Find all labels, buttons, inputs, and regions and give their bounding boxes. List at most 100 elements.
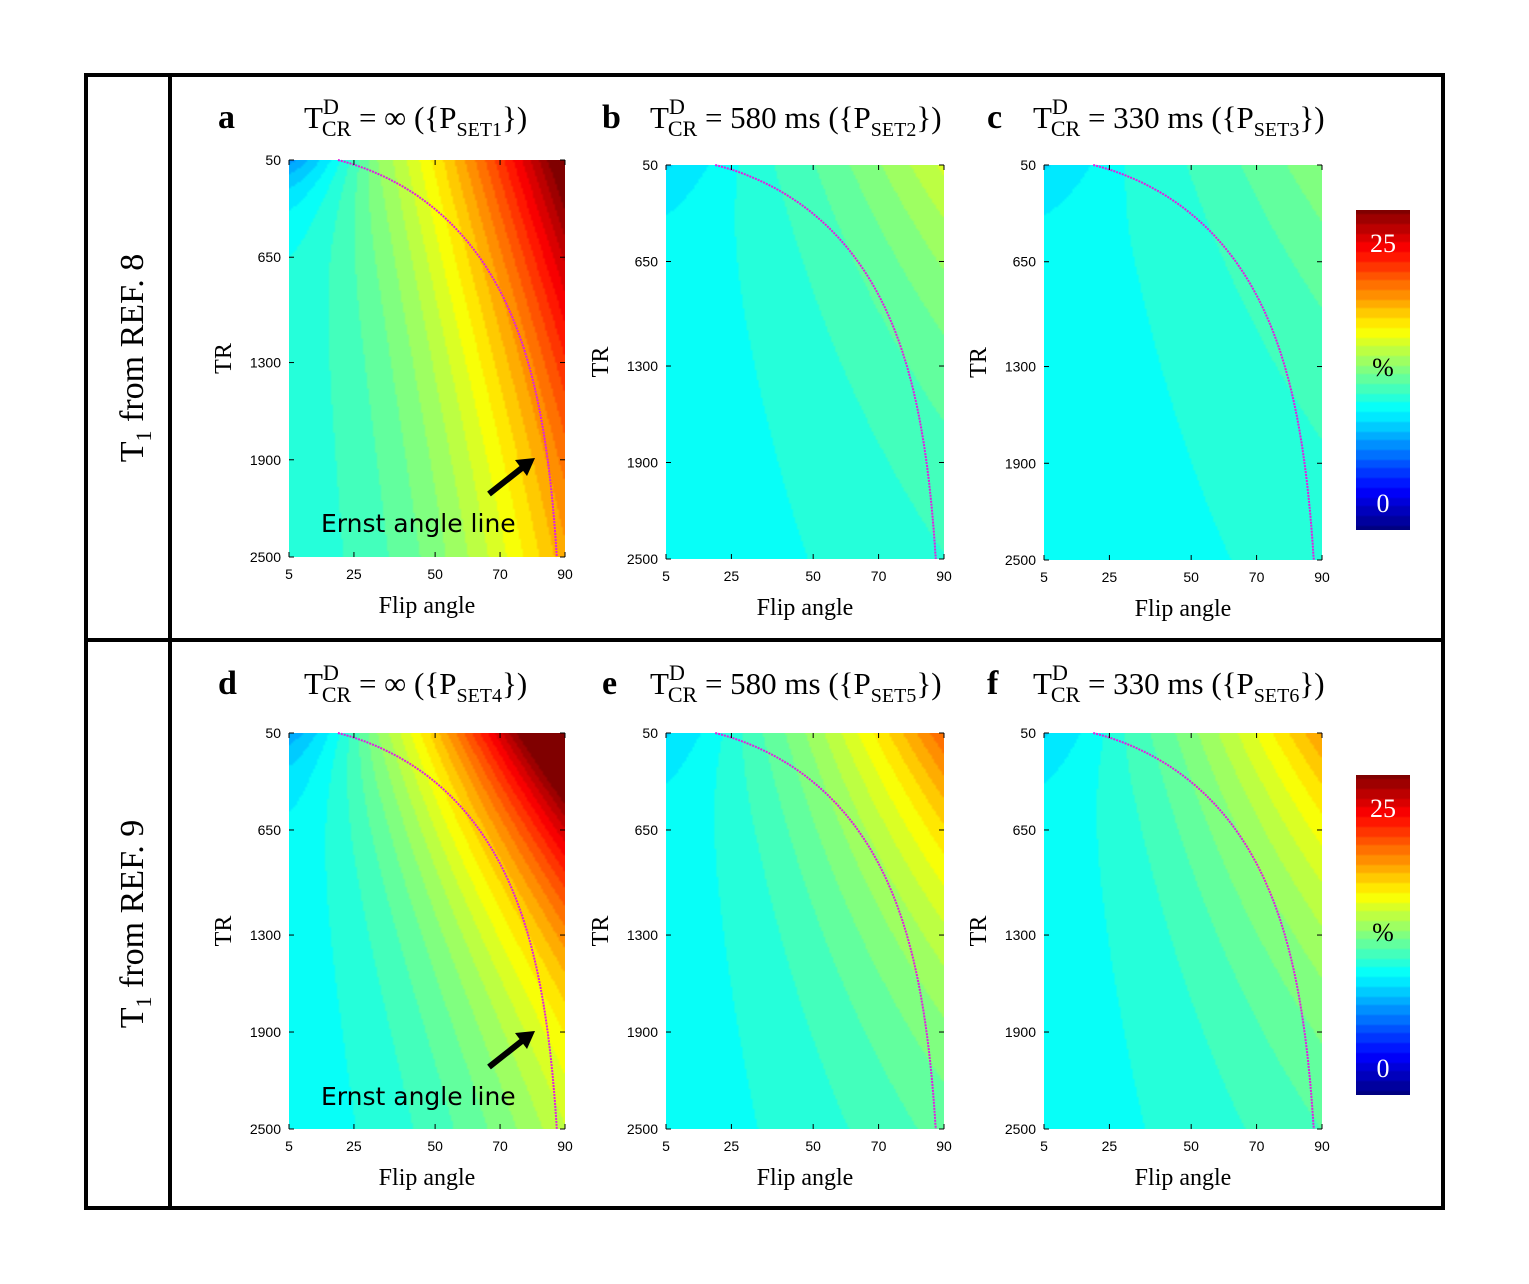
x-tick-label: 70 — [1249, 569, 1265, 585]
x-axis-label: Flip angle — [379, 1165, 476, 1191]
y-tick-label: 2500 — [250, 549, 281, 565]
x-tick-label: 50 — [805, 1138, 821, 1154]
x-tick-label: 90 — [936, 1138, 952, 1154]
y-tick-label: 650 — [258, 822, 282, 838]
y-axis-label: TR — [966, 916, 992, 947]
y-tick-label: 650 — [258, 249, 282, 265]
y-tick-label: 50 — [1020, 157, 1036, 173]
x-tick-label: 5 — [285, 566, 293, 582]
panel-b: b TD CR = 580 ms ({PSET2}) 5 25 50 70 90 50 650 13… — [588, 94, 952, 621]
colorbar-unit-label: % — [1372, 918, 1394, 947]
panel-d: d TD CR = ∞ ({PSET4}) 5 25 50 70 90 50 650 1300 190… — [211, 660, 573, 1191]
y-tick-label: 1900 — [250, 452, 281, 468]
panel-letter: e — [602, 665, 617, 702]
annotation-arrow-shaft — [487, 461, 529, 497]
y-tick-label: 1300 — [250, 927, 281, 943]
y-tick-label: 1900 — [1005, 1024, 1036, 1040]
x-tick-label: 90 — [557, 566, 573, 582]
panel-f: f TD CR = 330 ms ({PSET6}) 5 25 50 70 90 50 650 13… — [966, 660, 1330, 1191]
heatmap-image — [1044, 165, 1322, 560]
panel-title: TD CR = ∞ ({PSET4}) — [304, 660, 527, 707]
heatmap-image — [289, 160, 565, 557]
x-axis-label: Flip angle — [1135, 596, 1232, 622]
y-tick-label: 650 — [635, 822, 659, 838]
panel-letter: a — [218, 99, 235, 136]
x-tick-label: 50 — [1183, 1138, 1199, 1154]
colorbar-2: 25% 0 — [1356, 775, 1410, 1095]
y-axis-label: TR — [211, 916, 237, 947]
y-tick-label: 50 — [265, 725, 281, 741]
x-tick-label: 25 — [1102, 1138, 1118, 1154]
row-label-2: T1 from REF. 9 — [114, 820, 156, 1029]
y-tick-label: 2500 — [627, 551, 658, 567]
x-axis-label: Flip angle — [379, 593, 476, 619]
panel-title: TD CR = 580 ms ({PSET2}) — [650, 94, 942, 141]
y-tick-label: 1900 — [250, 1024, 281, 1040]
x-tick-label: 5 — [1040, 1138, 1048, 1154]
colorbar-1: 25% 0 — [1356, 210, 1410, 530]
x-tick-label: 50 — [427, 1138, 443, 1154]
y-tick-label: 1300 — [627, 358, 658, 374]
x-axis-label: Flip angle — [757, 595, 854, 621]
x-tick-label: 5 — [1040, 569, 1048, 585]
x-tick-label: 90 — [1314, 1138, 1330, 1154]
y-tick-label: 1300 — [1005, 927, 1036, 943]
x-tick-label: 5 — [662, 1138, 670, 1154]
colorbar-min-label: 0 — [1377, 1054, 1390, 1083]
y-axis-label: TR — [588, 347, 614, 378]
x-tick-label: 25 — [346, 566, 362, 582]
y-tick-label: 2500 — [1005, 552, 1036, 568]
colorbar-max-label: 25 — [1370, 229, 1396, 258]
ernst-angle-line — [714, 164, 937, 560]
panels-group: a TD CR = ∞ ({PSET1}) 5 25 50 70 90 50 650 1300 190… — [211, 94, 1330, 1191]
y-tick-label: 1300 — [627, 927, 658, 943]
x-tick-label: 50 — [805, 568, 821, 584]
y-tick-label: 1900 — [627, 455, 658, 471]
annotation-arrow-head — [515, 458, 535, 476]
y-tick-label: 1900 — [627, 1024, 658, 1040]
y-axis-label: TR — [588, 916, 614, 947]
panel-title: TD CR = 330 ms ({PSET3}) — [1033, 94, 1325, 141]
x-tick-label: 70 — [1249, 1138, 1265, 1154]
x-tick-label: 50 — [1183, 569, 1199, 585]
x-tick-label: 25 — [724, 1138, 740, 1154]
y-tick-label: 50 — [265, 152, 281, 168]
colorbar-gradient — [1356, 775, 1410, 1095]
panel-letter: f — [987, 665, 999, 702]
x-tick-label: 25 — [1102, 569, 1118, 585]
annotation-text: Ernst angle line — [321, 509, 516, 538]
x-axis-label: Flip angle — [757, 1165, 854, 1191]
colorbar-min-label: 0 — [1377, 489, 1390, 518]
x-tick-label: 5 — [285, 1138, 293, 1154]
x-tick-label: 5 — [662, 568, 670, 584]
y-axis-label: TR — [966, 347, 992, 378]
panel-a: a TD CR = ∞ ({PSET1}) 5 25 50 70 90 50 650 1300 190… — [211, 94, 573, 619]
ernst-angle-line — [714, 732, 937, 1130]
x-tick-label: 90 — [936, 568, 952, 584]
heatmap-image — [1044, 733, 1322, 1129]
y-tick-label: 650 — [1013, 822, 1037, 838]
y-axis-label: TR — [211, 343, 237, 374]
heatmap-image — [666, 733, 944, 1129]
panel-title: TD CR = 330 ms ({PSET6}) — [1033, 660, 1325, 707]
panel-title: TD CR = ∞ ({PSET1}) — [304, 94, 527, 141]
annotation-text: Ernst angle line — [321, 1082, 516, 1111]
ernst-angle-line — [1092, 164, 1315, 561]
y-tick-label: 2500 — [1005, 1121, 1036, 1137]
annotation-arrow-shaft — [487, 1034, 529, 1070]
y-tick-label: 1900 — [1005, 455, 1036, 471]
ernst-angle-line — [337, 732, 558, 1130]
x-tick-label: 25 — [724, 568, 740, 584]
x-tick-label: 50 — [427, 566, 443, 582]
x-tick-label: 70 — [492, 566, 508, 582]
colorbar-gradient — [1356, 210, 1410, 530]
y-tick-label: 650 — [1013, 254, 1037, 270]
x-tick-label: 70 — [871, 1138, 887, 1154]
y-tick-label: 50 — [1020, 725, 1036, 741]
panel-title: TD CR = 580 ms ({PSET5}) — [650, 660, 942, 707]
panel-letter: d — [218, 665, 237, 702]
colorbar-unit-label: % — [1372, 353, 1394, 382]
y-tick-label: 2500 — [627, 1121, 658, 1137]
x-tick-label: 90 — [1314, 569, 1330, 585]
